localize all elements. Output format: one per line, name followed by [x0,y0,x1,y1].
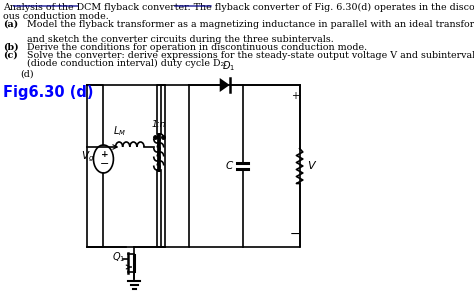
Text: $V_g$: $V_g$ [81,150,94,164]
Text: +: + [292,91,299,101]
Text: (diode conduction interval) duty cycle D₂.: (diode conduction interval) duty cycle D… [27,59,228,68]
Text: $Q_1$: $Q_1$ [112,250,125,264]
Text: (d): (d) [20,70,34,79]
Text: V: V [307,161,314,171]
Text: $L_M$: $L_M$ [113,124,127,138]
Text: +: + [101,150,109,158]
Text: −: − [100,159,109,169]
Text: ous conduction mode.: ous conduction mode. [3,11,109,21]
Text: Analysis of the DCM flyback converter. The flyback converter of Fig. 6.30(d) ope: Analysis of the DCM flyback converter. T… [3,3,474,12]
Text: (b): (b) [3,43,18,52]
Text: 1:n: 1:n [151,120,165,129]
Text: (c): (c) [3,51,18,60]
Text: −: − [290,228,301,241]
Text: C: C [225,161,233,171]
Text: Derive the conditions for operation in discontinuous conduction mode.: Derive the conditions for operation in d… [27,43,367,52]
Text: and sketch the converter circuits during the three subintervals.: and sketch the converter circuits during… [27,35,334,44]
Text: $D_1$: $D_1$ [222,59,235,73]
Text: Fig6.30 (d): Fig6.30 (d) [3,85,93,100]
Text: (a): (a) [3,20,18,29]
Text: Model the flyback transformer as a magnetizing inductance in parallel with an id: Model the flyback transformer as a magne… [27,20,474,29]
Text: Solve the converter: derive expressions for the steady-state output voltage V an: Solve the converter: derive expressions … [27,51,474,60]
Polygon shape [220,78,230,92]
